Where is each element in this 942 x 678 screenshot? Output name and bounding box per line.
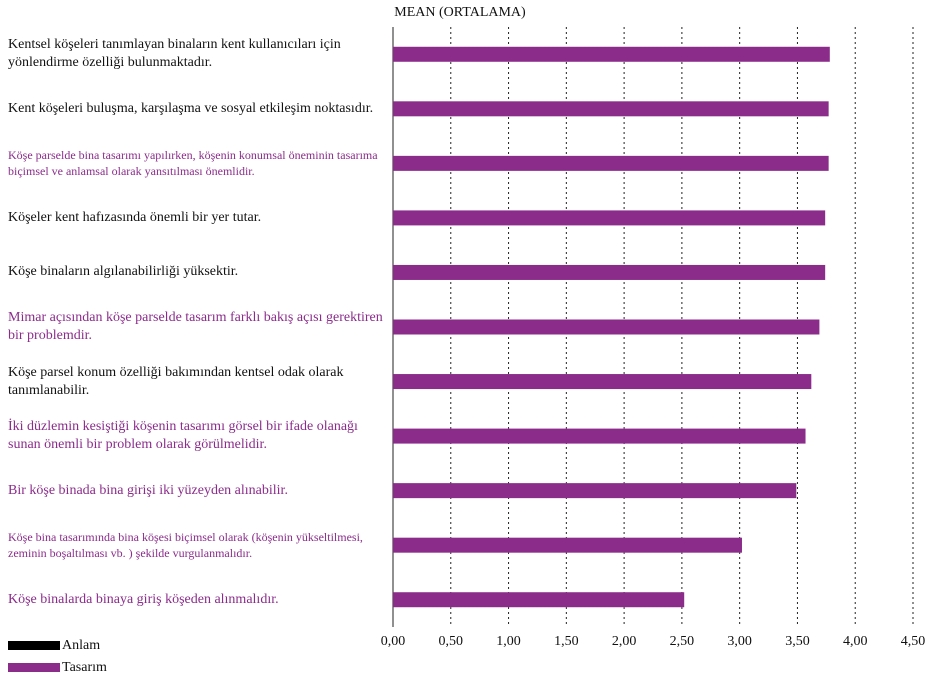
bar-8 — [393, 428, 806, 444]
x-tick-label: 4,00 — [843, 634, 868, 649]
legend-swatch-tasarim — [8, 663, 60, 673]
legend-swatch-anlam — [8, 641, 60, 651]
category-label: Kent köşeleri buluşma, karşılaşma ve sos… — [8, 100, 374, 116]
bar-11 — [393, 592, 685, 608]
x-tick-label: 1,00 — [496, 634, 521, 649]
bar-10 — [393, 537, 742, 553]
legend-label-anlam: Anlam — [62, 638, 101, 653]
category-label: Köşe binalarda binaya giriş köşeden alın… — [8, 591, 279, 607]
bar-4 — [393, 210, 826, 226]
category-label: Mimar açısından köşe parselde tasarım fa… — [8, 310, 383, 343]
category-label: Köşe parsel konum özelliği bakımından ke… — [8, 364, 344, 398]
x-tick-label: 2,50 — [670, 634, 695, 649]
x-tick-label: 1,50 — [554, 634, 579, 649]
x-tick-label: 2,00 — [612, 634, 637, 649]
x-tick-label: 0,00 — [381, 634, 406, 649]
bar-1 — [393, 46, 830, 62]
category-label: Köşe bina tasarımında bina köşesi biçims… — [8, 530, 363, 561]
x-tick-label: 3,50 — [785, 634, 810, 649]
legend-item-tasarim: Tasarım — [8, 660, 107, 676]
bar-3 — [393, 155, 829, 171]
category-label: Köşeler kent hafızasında önemli bir yer … — [8, 209, 262, 225]
bar-6 — [393, 319, 820, 335]
category-label: Bir köşe binada bina girişi iki yüzeyden… — [8, 482, 288, 498]
category-label: Köşe parselde bina tasarımı yapılırken, … — [8, 148, 378, 179]
category-label: Köşe binaların algılanabilirliği yüksekt… — [8, 264, 239, 280]
x-tick-label: 3,00 — [727, 634, 752, 649]
category-label: İki düzlemin kesiştiği köşenin tasarımı … — [8, 419, 358, 453]
bar-2 — [393, 101, 829, 117]
chart-title: MEAN (ORTALAMA) — [394, 5, 526, 20]
bar-5 — [393, 264, 826, 280]
category-label: Kentsel köşeleri tanımlayan binaların ke… — [8, 37, 341, 71]
x-tick-label: 0,50 — [439, 634, 464, 649]
bar-7 — [393, 374, 812, 390]
bar-9 — [393, 483, 797, 499]
x-tick-label: 4,50 — [901, 634, 926, 649]
legend-item-anlam: Anlam — [8, 638, 100, 654]
legend-label-tasarim: Tasarım — [62, 660, 107, 675]
